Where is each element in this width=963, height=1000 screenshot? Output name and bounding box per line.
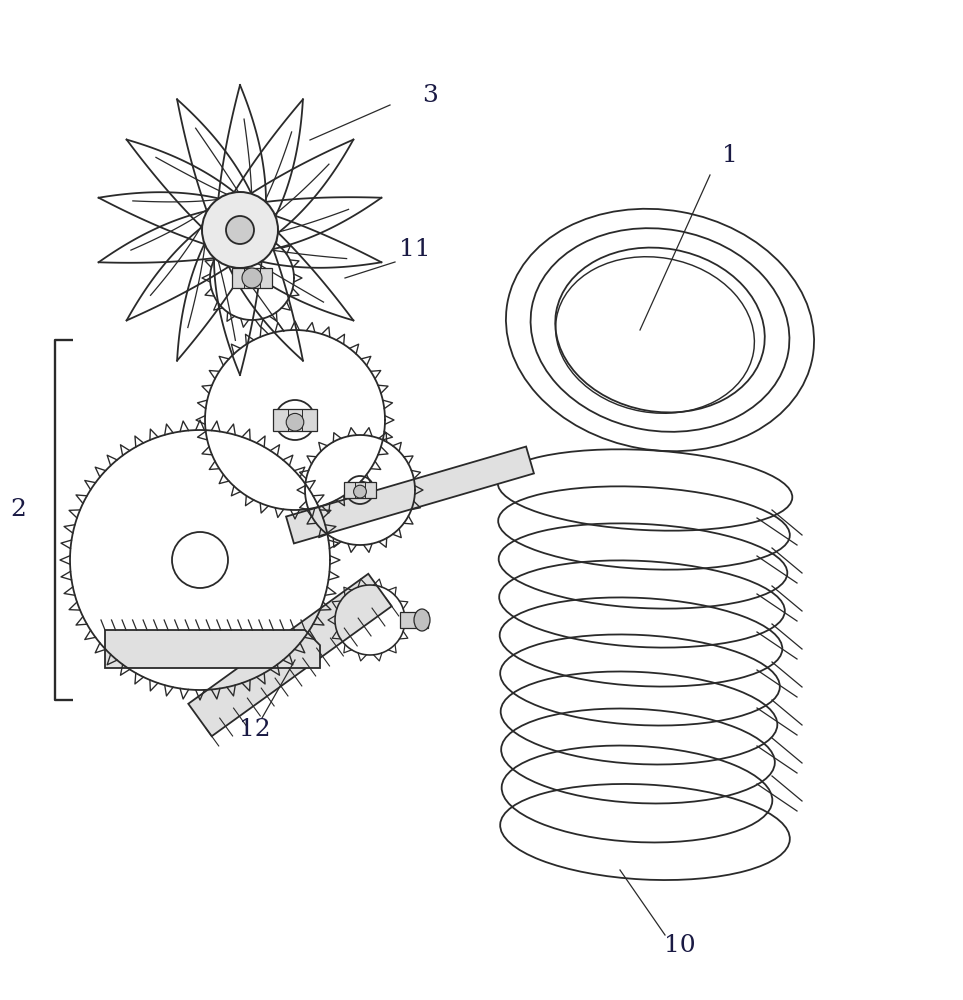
Text: 1: 1 <box>722 143 738 166</box>
Circle shape <box>353 485 366 498</box>
Bar <box>232 268 272 288</box>
Bar <box>344 482 376 498</box>
Polygon shape <box>286 447 534 543</box>
Text: 11: 11 <box>400 238 430 261</box>
Text: 12: 12 <box>239 718 271 742</box>
Polygon shape <box>105 630 320 668</box>
Bar <box>273 409 317 431</box>
Text: 3: 3 <box>422 84 438 106</box>
Polygon shape <box>189 574 392 736</box>
Circle shape <box>202 192 278 268</box>
Circle shape <box>242 268 262 288</box>
Text: 2: 2 <box>10 498 26 522</box>
Ellipse shape <box>414 609 430 631</box>
Bar <box>400 612 428 628</box>
Text: 10: 10 <box>664 934 696 956</box>
Circle shape <box>286 413 303 431</box>
Circle shape <box>226 216 254 244</box>
